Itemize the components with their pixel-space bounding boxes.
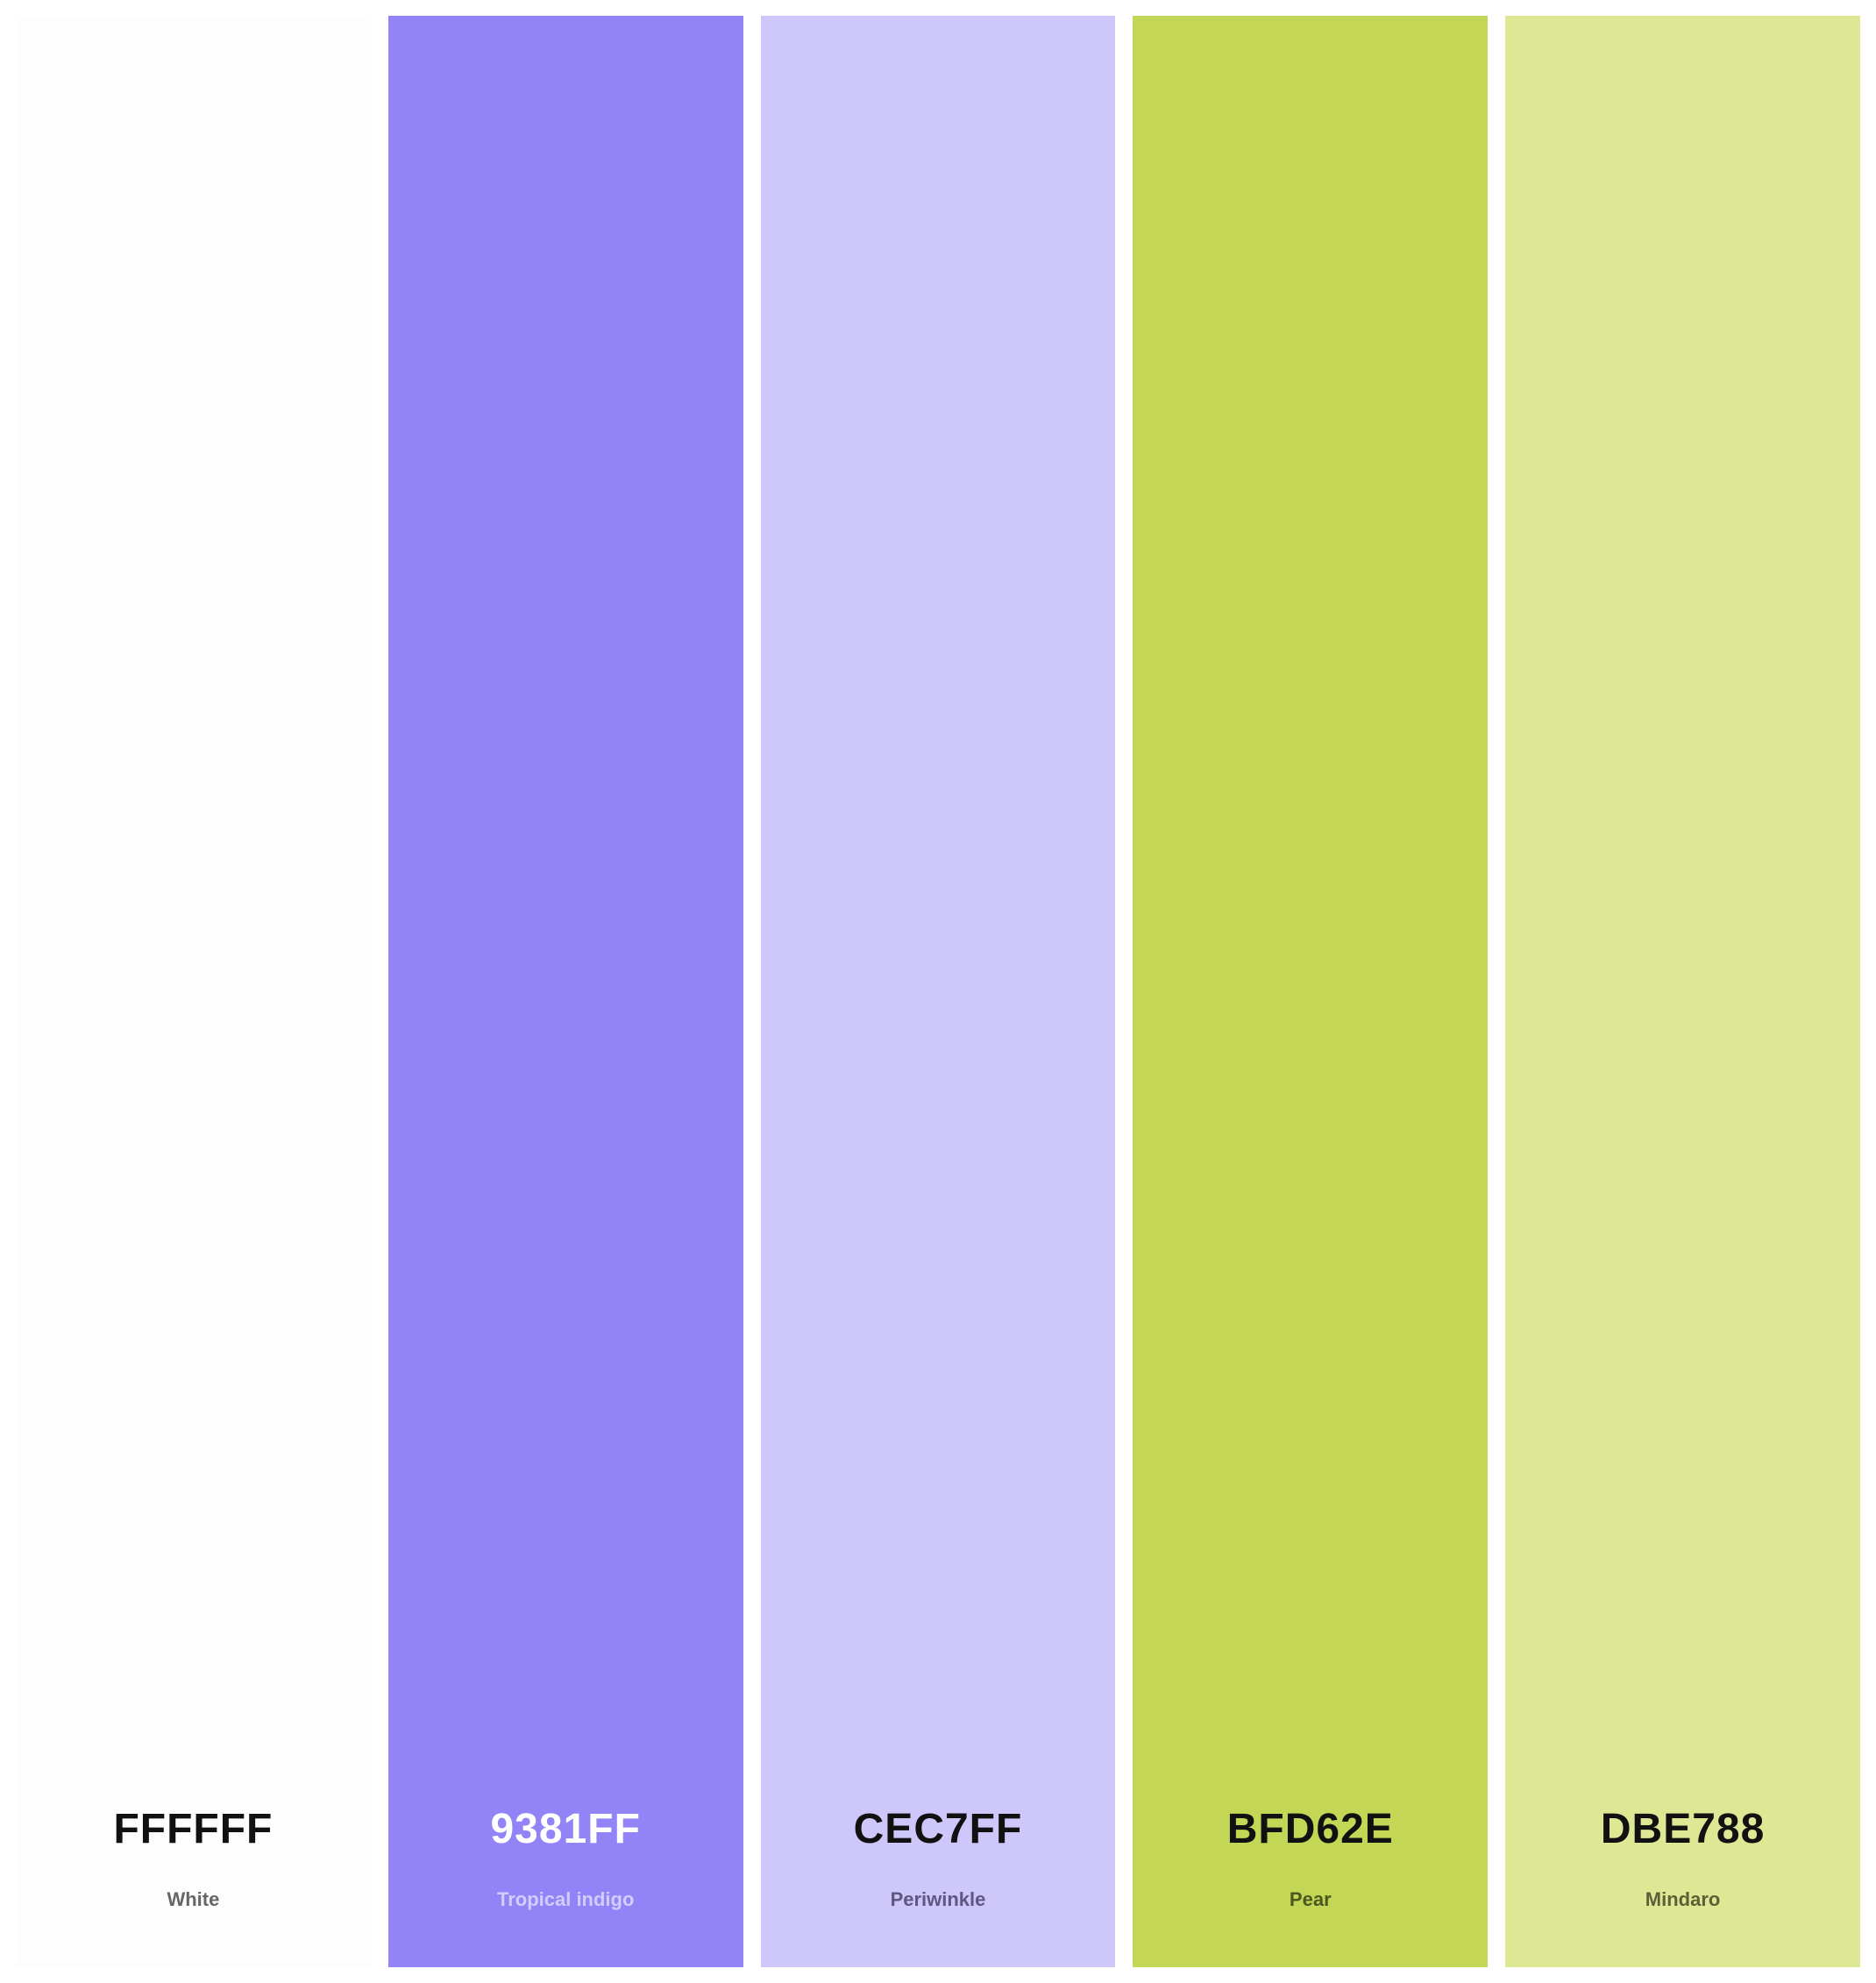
color-palette: FFFFFF White 9381FF Tropical indigo CEC7… xyxy=(16,16,1860,1967)
swatch-periwinkle[interactable]: CEC7FF Periwinkle xyxy=(760,16,1116,1967)
swatch-color-name: White xyxy=(167,1888,220,1910)
swatch-hex-code: BFD62E xyxy=(1226,1806,1394,1852)
swatch-color-name: Mindaro xyxy=(1645,1888,1721,1910)
swatch-tropical-indigo[interactable]: 9381FF Tropical indigo xyxy=(387,16,743,1967)
swatch-color-name: Tropical indigo xyxy=(496,1888,635,1910)
swatch-hex-code: FFFFFF xyxy=(113,1806,274,1852)
swatch-color-name: Pear xyxy=(1289,1888,1332,1910)
swatch-hex-code: CEC7FF xyxy=(853,1806,1023,1852)
swatch-white[interactable]: FFFFFF White xyxy=(16,16,371,1967)
swatch-mindaro[interactable]: DBE788 Mindaro xyxy=(1505,16,1860,1967)
swatch-hex-code: 9381FF xyxy=(490,1806,641,1852)
swatch-color-name: Periwinkle xyxy=(890,1888,986,1910)
swatch-pear[interactable]: BFD62E Pear xyxy=(1133,16,1489,1967)
swatch-hex-code: DBE788 xyxy=(1600,1806,1766,1852)
